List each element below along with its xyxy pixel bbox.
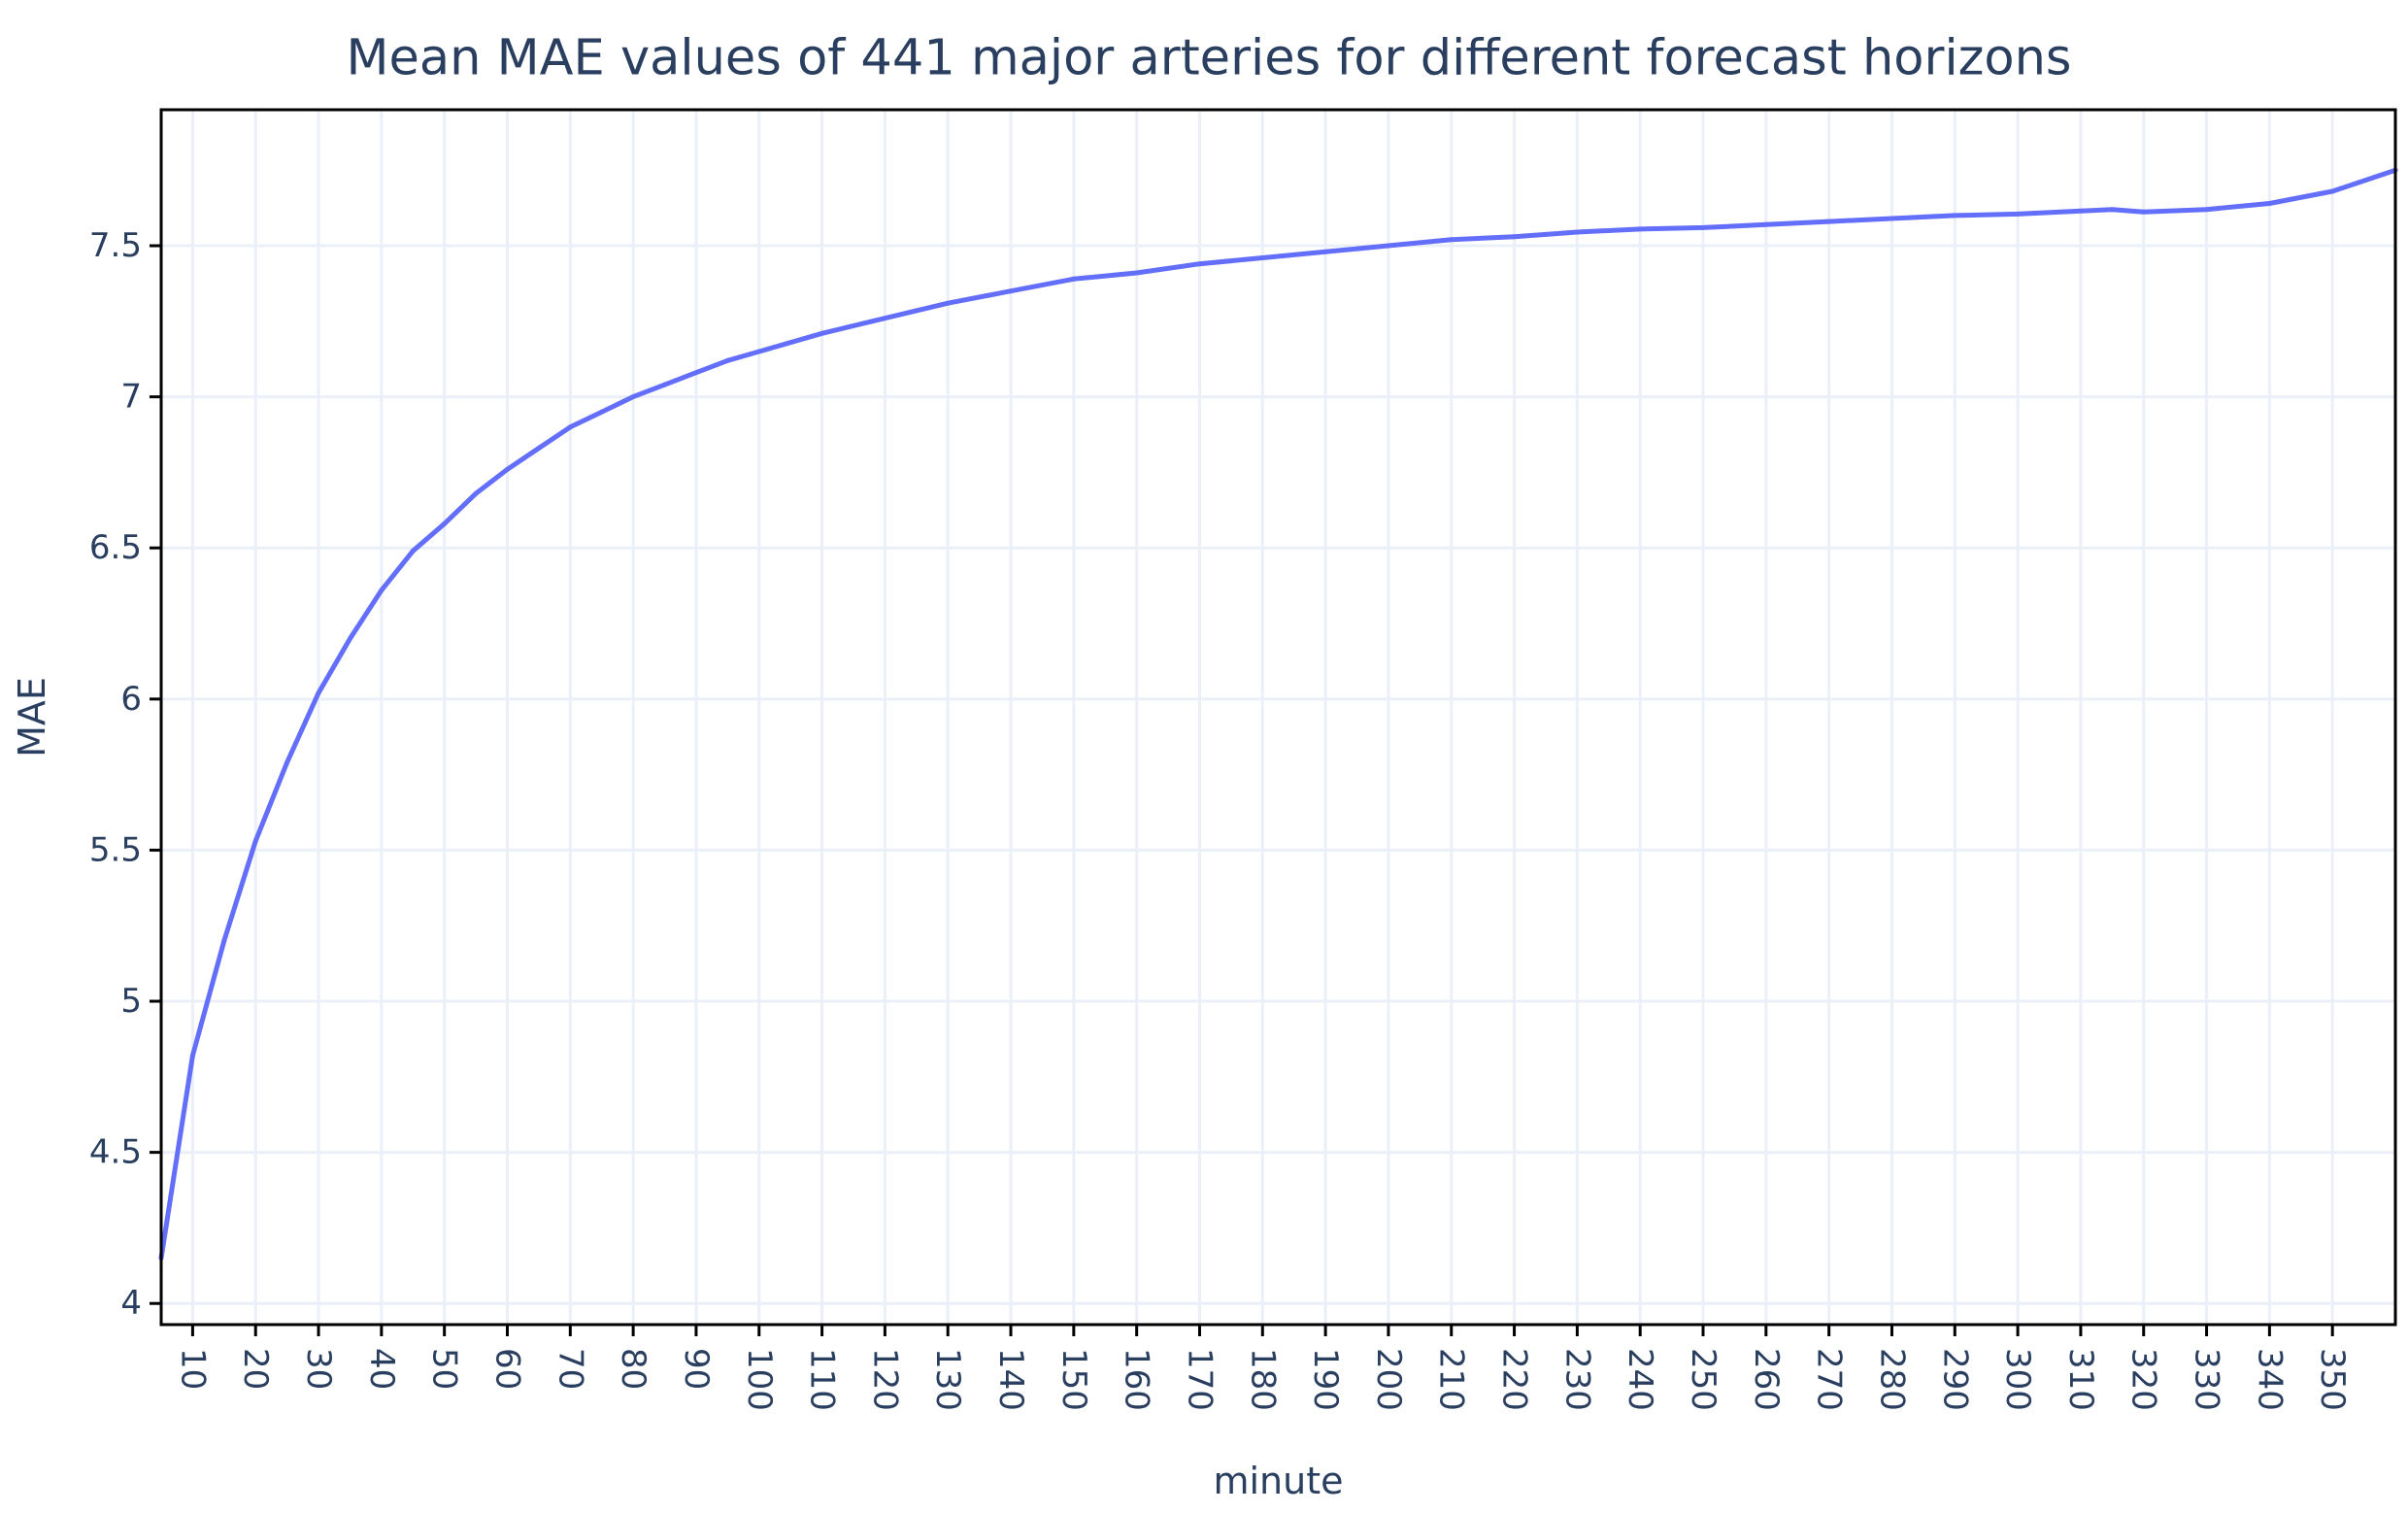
data-point xyxy=(1700,224,1706,230)
x-tick-label: 100 xyxy=(740,1348,779,1411)
y-tick-label: 6.5 xyxy=(89,528,142,567)
x-tick-label: 180 xyxy=(1243,1348,1282,1411)
x-tick-label: 220 xyxy=(1495,1348,1534,1411)
x-tick-label: 10 xyxy=(173,1348,212,1390)
data-point xyxy=(1322,249,1328,254)
x-tick-label: 290 xyxy=(1935,1348,1974,1411)
data-point xyxy=(189,1053,195,1059)
y-tick-label: 4.5 xyxy=(89,1133,142,1172)
data-point xyxy=(442,521,448,526)
y-tick-label: 5.5 xyxy=(89,830,142,869)
x-tick-label: 330 xyxy=(2188,1348,2226,1411)
data-point xyxy=(1890,216,1894,221)
data-point xyxy=(882,316,887,321)
data-point xyxy=(473,490,479,496)
data-point xyxy=(1512,234,1518,240)
data-point xyxy=(1259,255,1265,260)
x-axis-title: minute xyxy=(1213,1460,1343,1502)
data-point xyxy=(2141,209,2147,215)
data-point xyxy=(505,466,510,472)
data-point xyxy=(221,938,227,944)
x-tick-label: 90 xyxy=(677,1348,716,1390)
y-axis-title: MAE xyxy=(11,677,53,757)
data-point xyxy=(1386,243,1391,249)
chart-title: Mean MAE values of 441 major arteries fo… xyxy=(346,30,2071,87)
plot-frame xyxy=(159,108,2397,1327)
data-point xyxy=(1008,288,1014,294)
data-point xyxy=(693,370,699,376)
data-point xyxy=(1763,221,1769,227)
x-tick-label: 140 xyxy=(991,1348,1030,1411)
series-line xyxy=(158,167,2398,1261)
x-tick-label: 60 xyxy=(487,1348,526,1390)
y-tick-label: 5 xyxy=(120,982,142,1021)
grid-layer xyxy=(161,110,2395,1325)
y-tick-label: 4 xyxy=(120,1284,142,1323)
y-tick-label: 7 xyxy=(120,378,142,417)
data-point xyxy=(724,357,730,363)
x-tick-label: 240 xyxy=(1621,1348,1659,1411)
x-tick-label: 320 xyxy=(2124,1348,2163,1411)
x-tick-label: 260 xyxy=(1747,1348,1786,1411)
data-point xyxy=(252,838,258,844)
x-tick-label: 300 xyxy=(1998,1348,2037,1411)
data-point xyxy=(1449,237,1455,243)
data-point xyxy=(567,424,573,430)
data-point xyxy=(1134,270,1140,276)
x-tick-label: 340 xyxy=(2250,1348,2289,1411)
x-tick-label: 130 xyxy=(928,1348,967,1411)
x-tick-label: 280 xyxy=(1872,1348,1911,1411)
data-point xyxy=(379,588,385,593)
data-point xyxy=(599,409,605,415)
data-point xyxy=(2204,207,2209,213)
data-point xyxy=(2329,188,2335,194)
x-tick-label: 190 xyxy=(1306,1348,1345,1411)
data-point xyxy=(2109,207,2115,213)
data-point xyxy=(2015,211,2021,217)
x-tick-label: 230 xyxy=(1557,1348,1596,1411)
x-tick-label: 210 xyxy=(1432,1348,1471,1411)
x-tick-label: 310 xyxy=(2061,1348,2100,1411)
data-point xyxy=(945,300,951,306)
data-point xyxy=(284,759,290,765)
data-point xyxy=(1197,261,1202,267)
data-point xyxy=(1826,219,1832,224)
data-point xyxy=(819,330,825,336)
data-point xyxy=(662,382,667,387)
data-point xyxy=(1071,276,1077,282)
x-tick-label: 160 xyxy=(1118,1348,1156,1411)
x-tick-label: 250 xyxy=(1684,1348,1722,1411)
x-tick-label: 120 xyxy=(865,1348,904,1411)
x-tick-label: 50 xyxy=(425,1348,464,1390)
y-tick-label: 6 xyxy=(120,680,142,719)
x-tick-label: 80 xyxy=(614,1348,652,1390)
x-tick-label: 40 xyxy=(362,1348,401,1390)
tick-layer: 10 20 30 40 50 60 70 80 90 100 110 120 130 140 150 160 1… xyxy=(89,226,2352,1411)
data-point xyxy=(1637,226,1643,232)
data-point xyxy=(316,690,321,696)
data-point xyxy=(1574,229,1580,235)
x-tick-label: 350 xyxy=(2313,1348,2352,1411)
x-tick-label: 20 xyxy=(236,1348,275,1390)
data-point xyxy=(2078,208,2084,214)
x-tick-label: 200 xyxy=(1369,1348,1408,1411)
data-point xyxy=(1952,213,1957,219)
x-tick-label: 270 xyxy=(1810,1348,1849,1411)
series-layer xyxy=(158,167,2398,1261)
data-point xyxy=(630,394,636,400)
x-tick-label: 30 xyxy=(299,1348,338,1390)
data-point xyxy=(756,349,762,354)
x-tick-label: 70 xyxy=(551,1348,589,1390)
data-point xyxy=(348,636,352,642)
y-tick-label: 7.5 xyxy=(89,226,142,265)
x-tick-label: 110 xyxy=(803,1348,842,1411)
x-tick-label: 170 xyxy=(1180,1348,1219,1411)
data-point xyxy=(536,446,542,451)
x-tick-label: 150 xyxy=(1054,1348,1093,1411)
data-point xyxy=(410,548,416,554)
data-point xyxy=(2266,201,2272,206)
